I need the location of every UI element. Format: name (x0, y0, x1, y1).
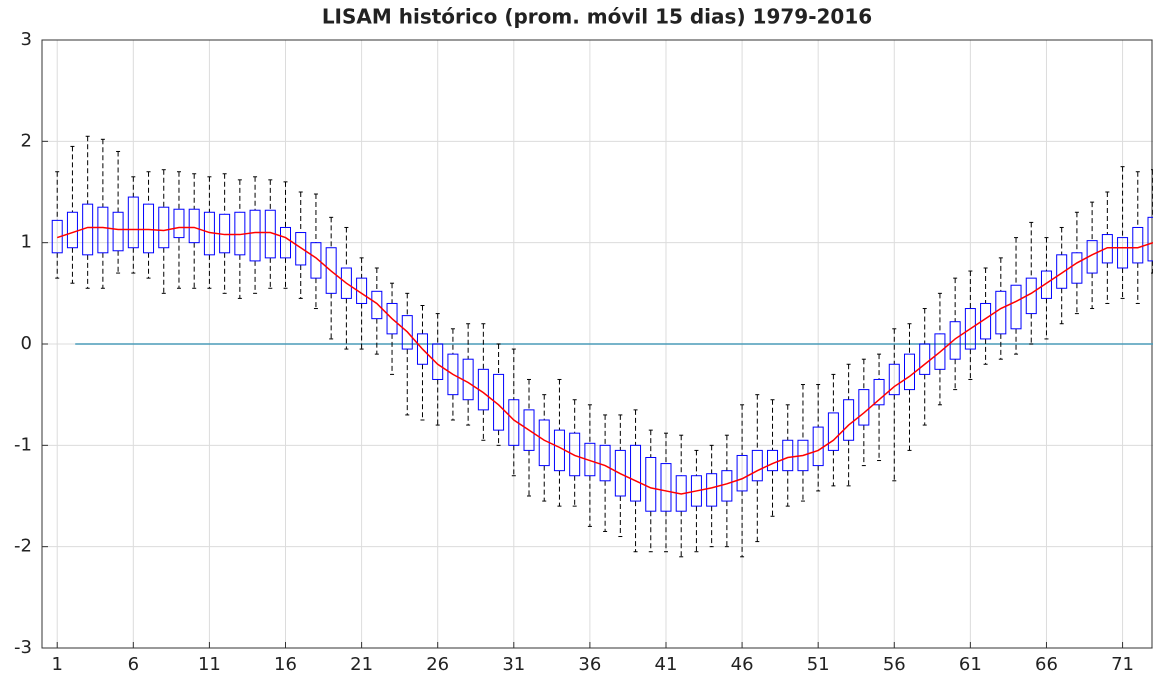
box (249, 209, 261, 262)
box (1117, 237, 1129, 269)
box (386, 302, 398, 335)
box (1147, 216, 1153, 262)
box (523, 409, 535, 451)
y-tick-label: 0 (21, 333, 32, 354)
median-line (56, 226, 1153, 495)
box (112, 211, 124, 252)
plot-area (51, 135, 1153, 558)
box (97, 206, 109, 254)
box (964, 308, 976, 350)
box (173, 208, 185, 239)
box (721, 470, 733, 502)
box (538, 419, 550, 467)
box (660, 463, 672, 512)
box (280, 226, 292, 259)
x-tick-label: 26 (426, 654, 449, 675)
box (310, 242, 322, 279)
box (82, 203, 94, 256)
box (858, 389, 870, 426)
y-tick-label: -1 (14, 434, 32, 455)
y-tick-label: -2 (14, 536, 32, 557)
box (1101, 234, 1113, 264)
box (736, 454, 748, 492)
box (949, 321, 961, 360)
box (645, 456, 657, 512)
x-tick-label: 6 (128, 654, 139, 675)
x-tick-label: 21 (350, 654, 373, 675)
box (599, 444, 611, 482)
box (325, 247, 337, 294)
box (158, 206, 170, 249)
box (1132, 226, 1144, 264)
box (340, 267, 352, 299)
box (66, 211, 78, 249)
box (371, 290, 383, 320)
x-tick-label: 66 (1035, 654, 1058, 675)
box (706, 473, 718, 507)
box (614, 449, 626, 497)
box (1010, 284, 1022, 330)
box (295, 232, 307, 266)
box (630, 444, 642, 502)
box (903, 353, 915, 391)
box (827, 412, 839, 451)
x-tick-label: 1 (51, 654, 62, 675)
box (401, 315, 413, 350)
box (493, 373, 505, 431)
box (934, 333, 946, 370)
x-tick-label: 46 (731, 654, 754, 675)
box (1040, 270, 1052, 299)
x-tick-label: 31 (502, 654, 525, 675)
box (447, 353, 459, 396)
box (782, 439, 794, 472)
x-tick-label: 16 (274, 654, 297, 675)
chart-title: LISAM histórico (prom. móvil 15 dias) 19… (322, 5, 872, 29)
box (843, 399, 855, 441)
box (767, 449, 779, 472)
y-tick-label: -3 (14, 637, 32, 658)
box (919, 343, 931, 375)
box (416, 333, 428, 365)
y-tick-label: 1 (21, 232, 32, 253)
box (569, 432, 581, 477)
box (127, 196, 139, 249)
box (1071, 252, 1083, 284)
box (188, 208, 200, 244)
x-tick-label: 36 (578, 654, 601, 675)
y-tick-label: 3 (21, 29, 32, 50)
box (432, 343, 444, 380)
box (1056, 254, 1068, 289)
box (888, 363, 900, 396)
box (690, 475, 702, 507)
box (751, 449, 763, 482)
box (995, 290, 1007, 335)
box (553, 429, 565, 472)
y-tick-label: 2 (21, 130, 32, 151)
x-tick-label: 71 (1111, 654, 1134, 675)
box (873, 378, 885, 406)
x-tick-label: 41 (655, 654, 678, 675)
box (462, 358, 474, 401)
x-tick-label: 56 (883, 654, 906, 675)
x-tick-label: 61 (959, 654, 982, 675)
x-tick-label: 11 (198, 654, 221, 675)
x-tick-label: 51 (807, 654, 830, 675)
box (143, 203, 155, 254)
